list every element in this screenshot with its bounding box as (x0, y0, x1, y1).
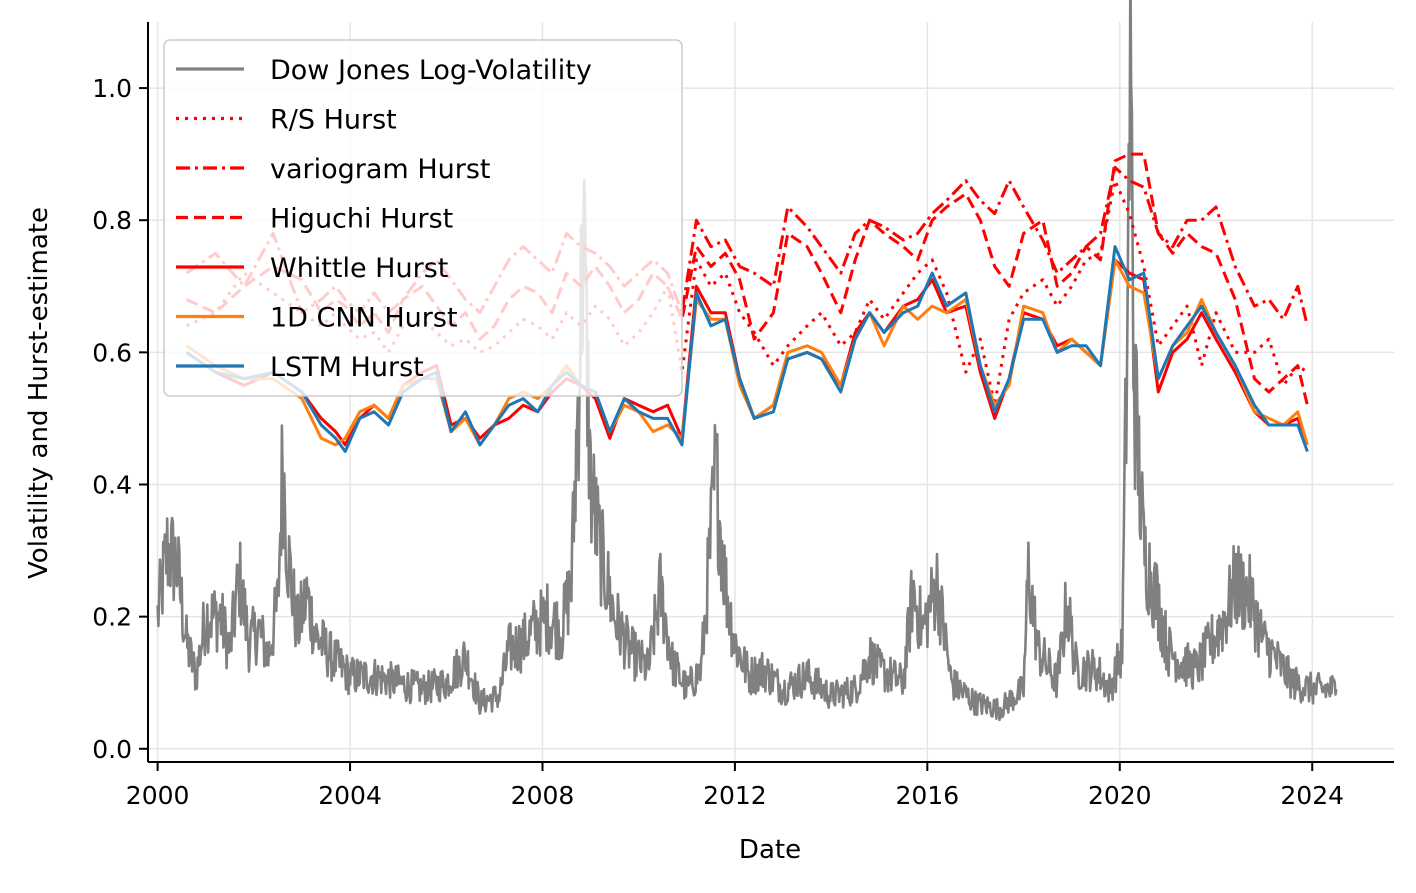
legend-label: variogram Hurst (270, 154, 490, 185)
x-tick-label: 2004 (318, 781, 382, 810)
legend-label: Whittle Hurst (270, 253, 448, 284)
legend-label: R/S Hurst (270, 105, 397, 136)
y-tick-label: 1.0 (92, 74, 132, 103)
y-tick-label: 0.0 (92, 735, 132, 764)
y-tick-label: 0.2 (92, 603, 132, 632)
x-tick-label: 2012 (703, 781, 767, 810)
y-tick-label: 0.4 (92, 471, 132, 500)
legend: Dow Jones Log-Volatility R/S Hurst variogr… (163, 39, 683, 397)
series-dow-jones-log-volatility (156, 0, 1338, 722)
legend-label: Dow Jones Log-Volatility (270, 55, 592, 86)
x-tick-label: 2016 (896, 781, 960, 810)
y-tick-label: 0.8 (92, 206, 132, 235)
x-tick-label: 2024 (1280, 781, 1344, 810)
y-tick-label: 0.6 (92, 338, 132, 367)
y-axis-label: Volatility and Hurst-estimate (24, 207, 54, 579)
axes: 2000 2004 2008 2012 2016 2020 2024 0.0 0.2 0.4 0.6… (92, 22, 1394, 810)
legend-label: LSTM Hurst (270, 352, 424, 383)
legend-label: Higuchi Hurst (270, 204, 453, 235)
x-tick-label: 2000 (126, 781, 190, 810)
x-tick-label: 2008 (511, 781, 575, 810)
x-axis-label: Date (739, 835, 801, 865)
legend-label: 1D CNN Hurst (270, 303, 458, 334)
x-tick-label: 2020 (1088, 781, 1152, 810)
legend-box (163, 39, 683, 397)
